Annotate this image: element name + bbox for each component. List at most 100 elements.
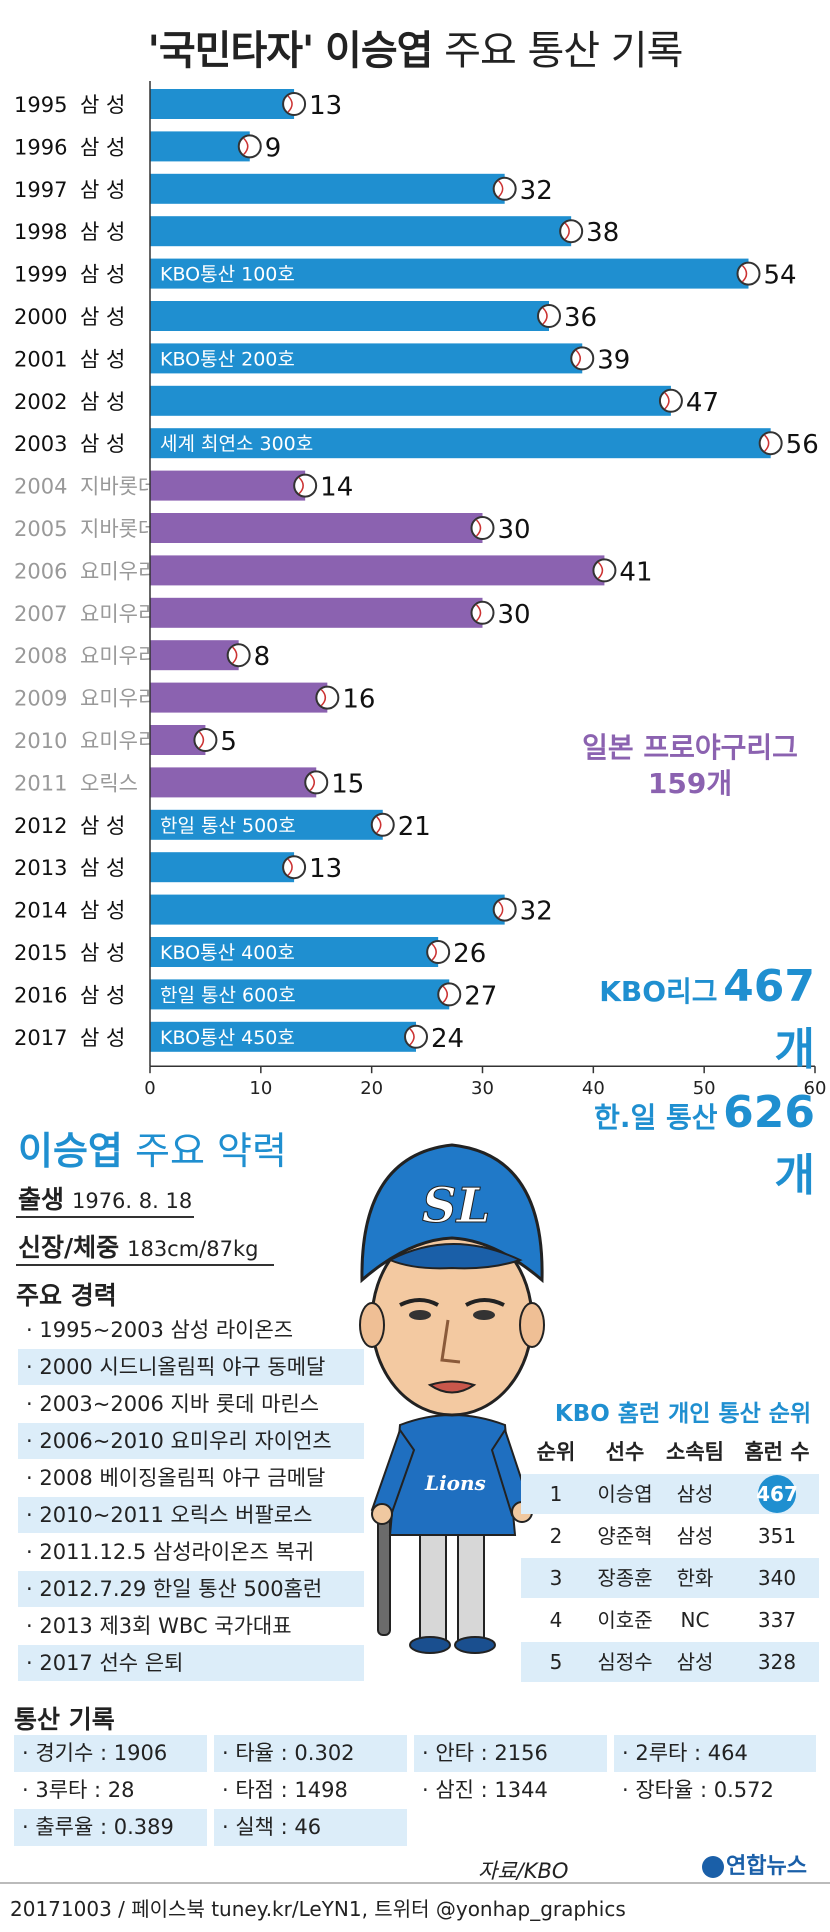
ranking-header-hr: 홈런 수 xyxy=(744,1440,810,1464)
source-credit: 자료/KBO xyxy=(478,1859,569,1883)
team-label: 삼 성 xyxy=(80,856,125,880)
baseball-seam xyxy=(376,816,382,834)
baseball-icon xyxy=(282,855,307,880)
bar xyxy=(150,979,450,1010)
baseball-icon xyxy=(437,982,462,1007)
japan-total-label: 일본 프로야구리그 xyxy=(582,731,798,764)
team-label: 요미우리 xyxy=(80,729,157,753)
baseball-seam xyxy=(442,985,448,1003)
x-tick-label: 50 xyxy=(693,1078,716,1099)
year-label: 2000 xyxy=(14,305,67,329)
stat-item: · 안타 : 2156 xyxy=(414,1735,607,1772)
team-label: 삼 성 xyxy=(80,135,125,159)
baseball-icon xyxy=(592,558,617,583)
baseball-seam xyxy=(498,180,504,198)
ranking-player: 이호준 xyxy=(597,1608,653,1632)
baseball-icon xyxy=(758,431,783,456)
baseball-icon xyxy=(492,176,517,201)
value-label: 41 xyxy=(619,557,652,587)
ranking-header-player: 선수 xyxy=(605,1440,645,1464)
baseball-seam xyxy=(232,646,238,664)
bar-note: KBO통산 400호 xyxy=(160,942,295,964)
stat-item: · 타율 : 0.302 xyxy=(214,1735,407,1772)
team-label: 요미우리 xyxy=(80,644,157,668)
baseball-icon xyxy=(758,1475,796,1513)
team-label: 요미우리 xyxy=(80,559,157,583)
ranking-team: 삼성 xyxy=(676,1482,714,1506)
bar xyxy=(150,555,605,586)
baseball-seam xyxy=(542,307,548,325)
ranking-rank: 3 xyxy=(549,1566,563,1590)
ranking-title: KBO 홈런 개인 통산 순위 xyxy=(554,1401,812,1427)
body-underline xyxy=(16,1264,274,1266)
footer-divider xyxy=(0,1882,830,1884)
year-label: 1997 xyxy=(14,178,67,202)
value-label: 30 xyxy=(498,600,531,630)
ranking-hr: 337 xyxy=(757,1608,797,1632)
ranking-row: 4 이호준 NC 337 xyxy=(521,1600,819,1640)
year-label: 1999 xyxy=(14,263,67,287)
ranking-row: 2 양준혁 삼성 351 xyxy=(521,1516,819,1556)
ranking-team: NC xyxy=(680,1608,710,1632)
value-label: 38 xyxy=(586,218,619,248)
stat-item: · 장타율 : 0.572 xyxy=(622,1778,774,1802)
stat-item: · 삼진 : 1344 xyxy=(422,1778,548,1802)
bar xyxy=(150,89,295,119)
japan-total-value: 159개 xyxy=(647,767,733,800)
title-name: 이승엽 xyxy=(325,28,433,74)
value-label: 36 xyxy=(564,303,597,333)
team-label: 삼 성 xyxy=(80,220,125,244)
baseball-seam xyxy=(564,222,570,240)
bar xyxy=(150,767,317,798)
team-label: 삼 성 xyxy=(80,93,125,117)
value-label: 21 xyxy=(398,812,431,842)
year-label: 2001 xyxy=(14,347,67,371)
year-label: 2010 xyxy=(14,729,67,753)
bar xyxy=(150,809,383,840)
team-label: 삼 성 xyxy=(80,814,125,838)
bar xyxy=(150,597,483,628)
baseball-icon xyxy=(237,134,262,159)
team-label: 삼 성 xyxy=(80,178,125,202)
body-value: 183cm/87kg xyxy=(127,1237,259,1261)
ranking-player: 양준혁 xyxy=(597,1524,653,1548)
ranking-hr: 340 xyxy=(757,1566,797,1590)
baseball-icon xyxy=(226,643,251,668)
baseball-seam xyxy=(575,349,581,367)
team-label: 삼 성 xyxy=(80,983,125,1007)
baseball-seam xyxy=(243,137,249,155)
x-tick-label: 0 xyxy=(144,1078,155,1099)
value-label: 32 xyxy=(520,176,553,206)
cap-logo: SL xyxy=(422,1178,490,1234)
year-label: 2014 xyxy=(14,899,67,923)
team-label: 삼 성 xyxy=(80,263,125,287)
x-tick-label: 60 xyxy=(804,1078,827,1099)
year-label: 2012 xyxy=(14,814,67,838)
ranking-player: 이승엽 xyxy=(597,1482,653,1506)
year-label: 2007 xyxy=(14,602,67,626)
home-run-bar-chart: 1995 삼 성 13 1996 삼 성 9 1997 삼 성 32 1998 삼 성 38 1999 삼… xyxy=(14,81,827,1099)
kbo-total-value: 467개 xyxy=(723,961,815,1075)
career-item: · 2010~2011 오릭스 버팔로스 xyxy=(18,1497,364,1533)
value-label: 32 xyxy=(520,897,553,927)
baseball-seam xyxy=(287,95,293,113)
yonhap-logo: 연합뉴스 xyxy=(702,1848,807,1880)
baseball-seam xyxy=(475,519,482,537)
birth-underline xyxy=(16,1216,194,1218)
baseball-seam xyxy=(764,434,770,452)
ranking-team: 삼성 xyxy=(676,1650,714,1674)
bar xyxy=(150,852,295,883)
body-label: 신장/체중 xyxy=(18,1233,120,1262)
baseball-icon xyxy=(537,304,561,328)
team-label: 지바롯데 xyxy=(80,517,157,541)
value-label: 39 xyxy=(597,345,630,375)
team-label: 삼 성 xyxy=(80,1026,125,1050)
team-label: 삼 성 xyxy=(80,305,125,329)
value-label: 5 xyxy=(220,727,237,757)
career-item: · 2011.12.5 삼성라이온즈 복귀 xyxy=(26,1540,315,1564)
ranking-player: 장종훈 xyxy=(597,1566,653,1590)
bar xyxy=(150,1021,416,1052)
value-label: 24 xyxy=(431,1024,464,1054)
combined-total-label: 한.일 통산 xyxy=(594,1101,718,1134)
value-label: 8 xyxy=(254,642,271,672)
